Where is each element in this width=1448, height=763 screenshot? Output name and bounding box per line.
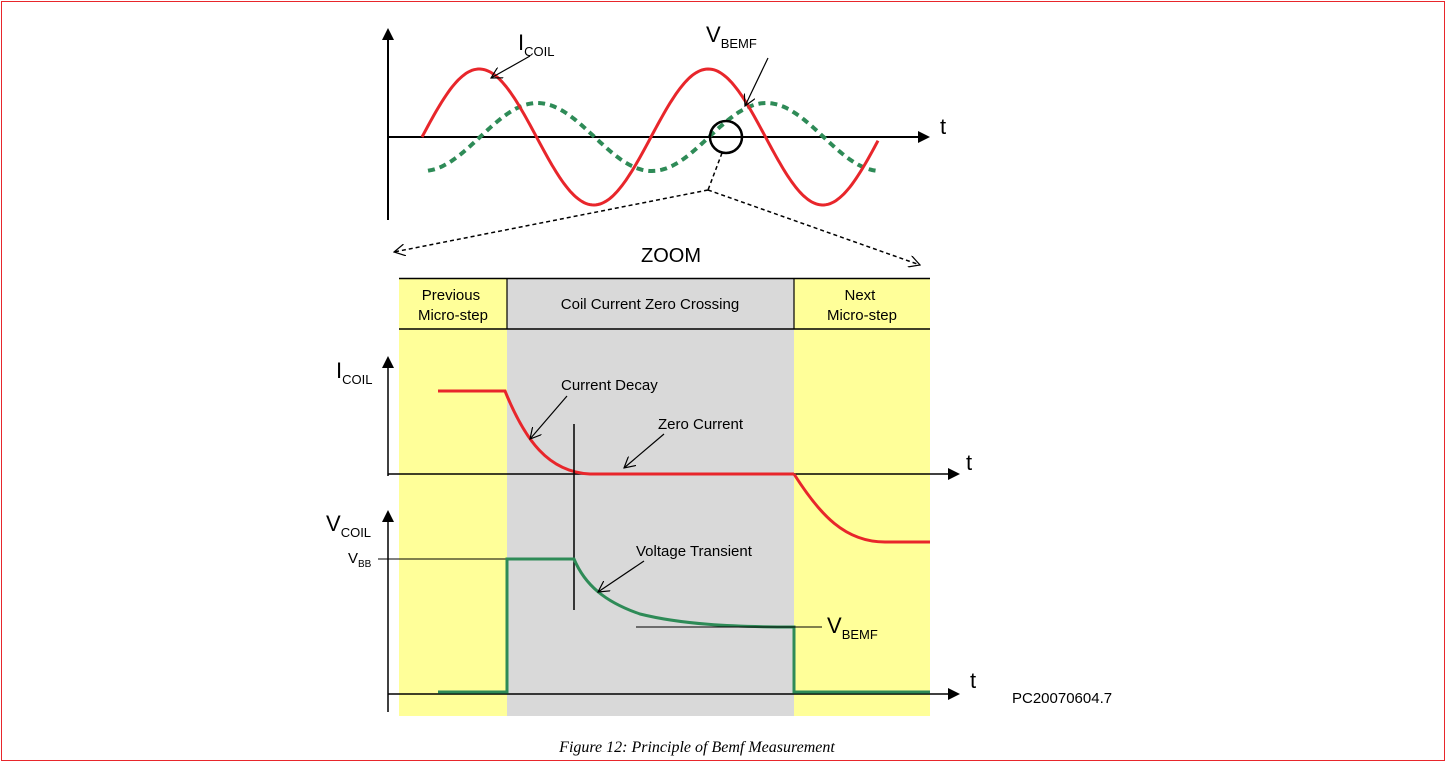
zoom-connector-stem — [707, 152, 723, 191]
zero-crossing-header: Coil Current Zero Crossing — [561, 296, 739, 313]
zoom-label: ZOOM — [641, 245, 701, 267]
previous-microstep-region — [399, 278, 507, 716]
vbemf-level-label: VBEMF — [827, 613, 878, 642]
icoil-pointer — [491, 55, 531, 78]
vbemf-sine-wave — [427, 101, 881, 173]
top-t-axis-label: t — [940, 114, 946, 139]
current-decay-pointer — [530, 395, 568, 439]
vcoil-axis-label: VCOIL — [326, 511, 371, 540]
reference-code: PC20070604.7 — [1012, 690, 1112, 707]
vbemf-pointer — [745, 57, 769, 106]
previous-microstep-header: Previous Micro-step — [418, 287, 488, 324]
zero-current-label: Zero Current — [658, 416, 744, 433]
zero-crossing-circle — [708, 119, 744, 155]
icoil-next-decay — [792, 473, 930, 544]
zoom-left-arrow — [394, 189, 709, 252]
zero-current-pointer — [624, 433, 665, 468]
icoil-axis-label: ICOIL — [336, 358, 372, 387]
next-microstep-header: Next Micro-step — [827, 287, 897, 324]
current-decay-label: Current Decay — [561, 377, 658, 394]
figure-caption: Figure 12: Principle of Bemf Measurement — [558, 739, 835, 756]
top-icoil-label: ICOIL — [518, 30, 554, 59]
icoil-t-axis-label: t — [966, 450, 972, 475]
voltage-transient-label: Voltage Transient — [636, 543, 753, 560]
zoom-right-arrow — [707, 189, 920, 265]
voltage-transient-pointer — [598, 560, 645, 592]
icoil-trace — [438, 389, 794, 476]
vbb-label: VBB — [348, 550, 372, 570]
top-vbemf-label: VBEMF — [706, 22, 757, 51]
vcoil-t-axis-label: t — [970, 668, 976, 693]
next-microstep-region — [794, 278, 930, 716]
zero-crossing-region — [507, 278, 794, 716]
